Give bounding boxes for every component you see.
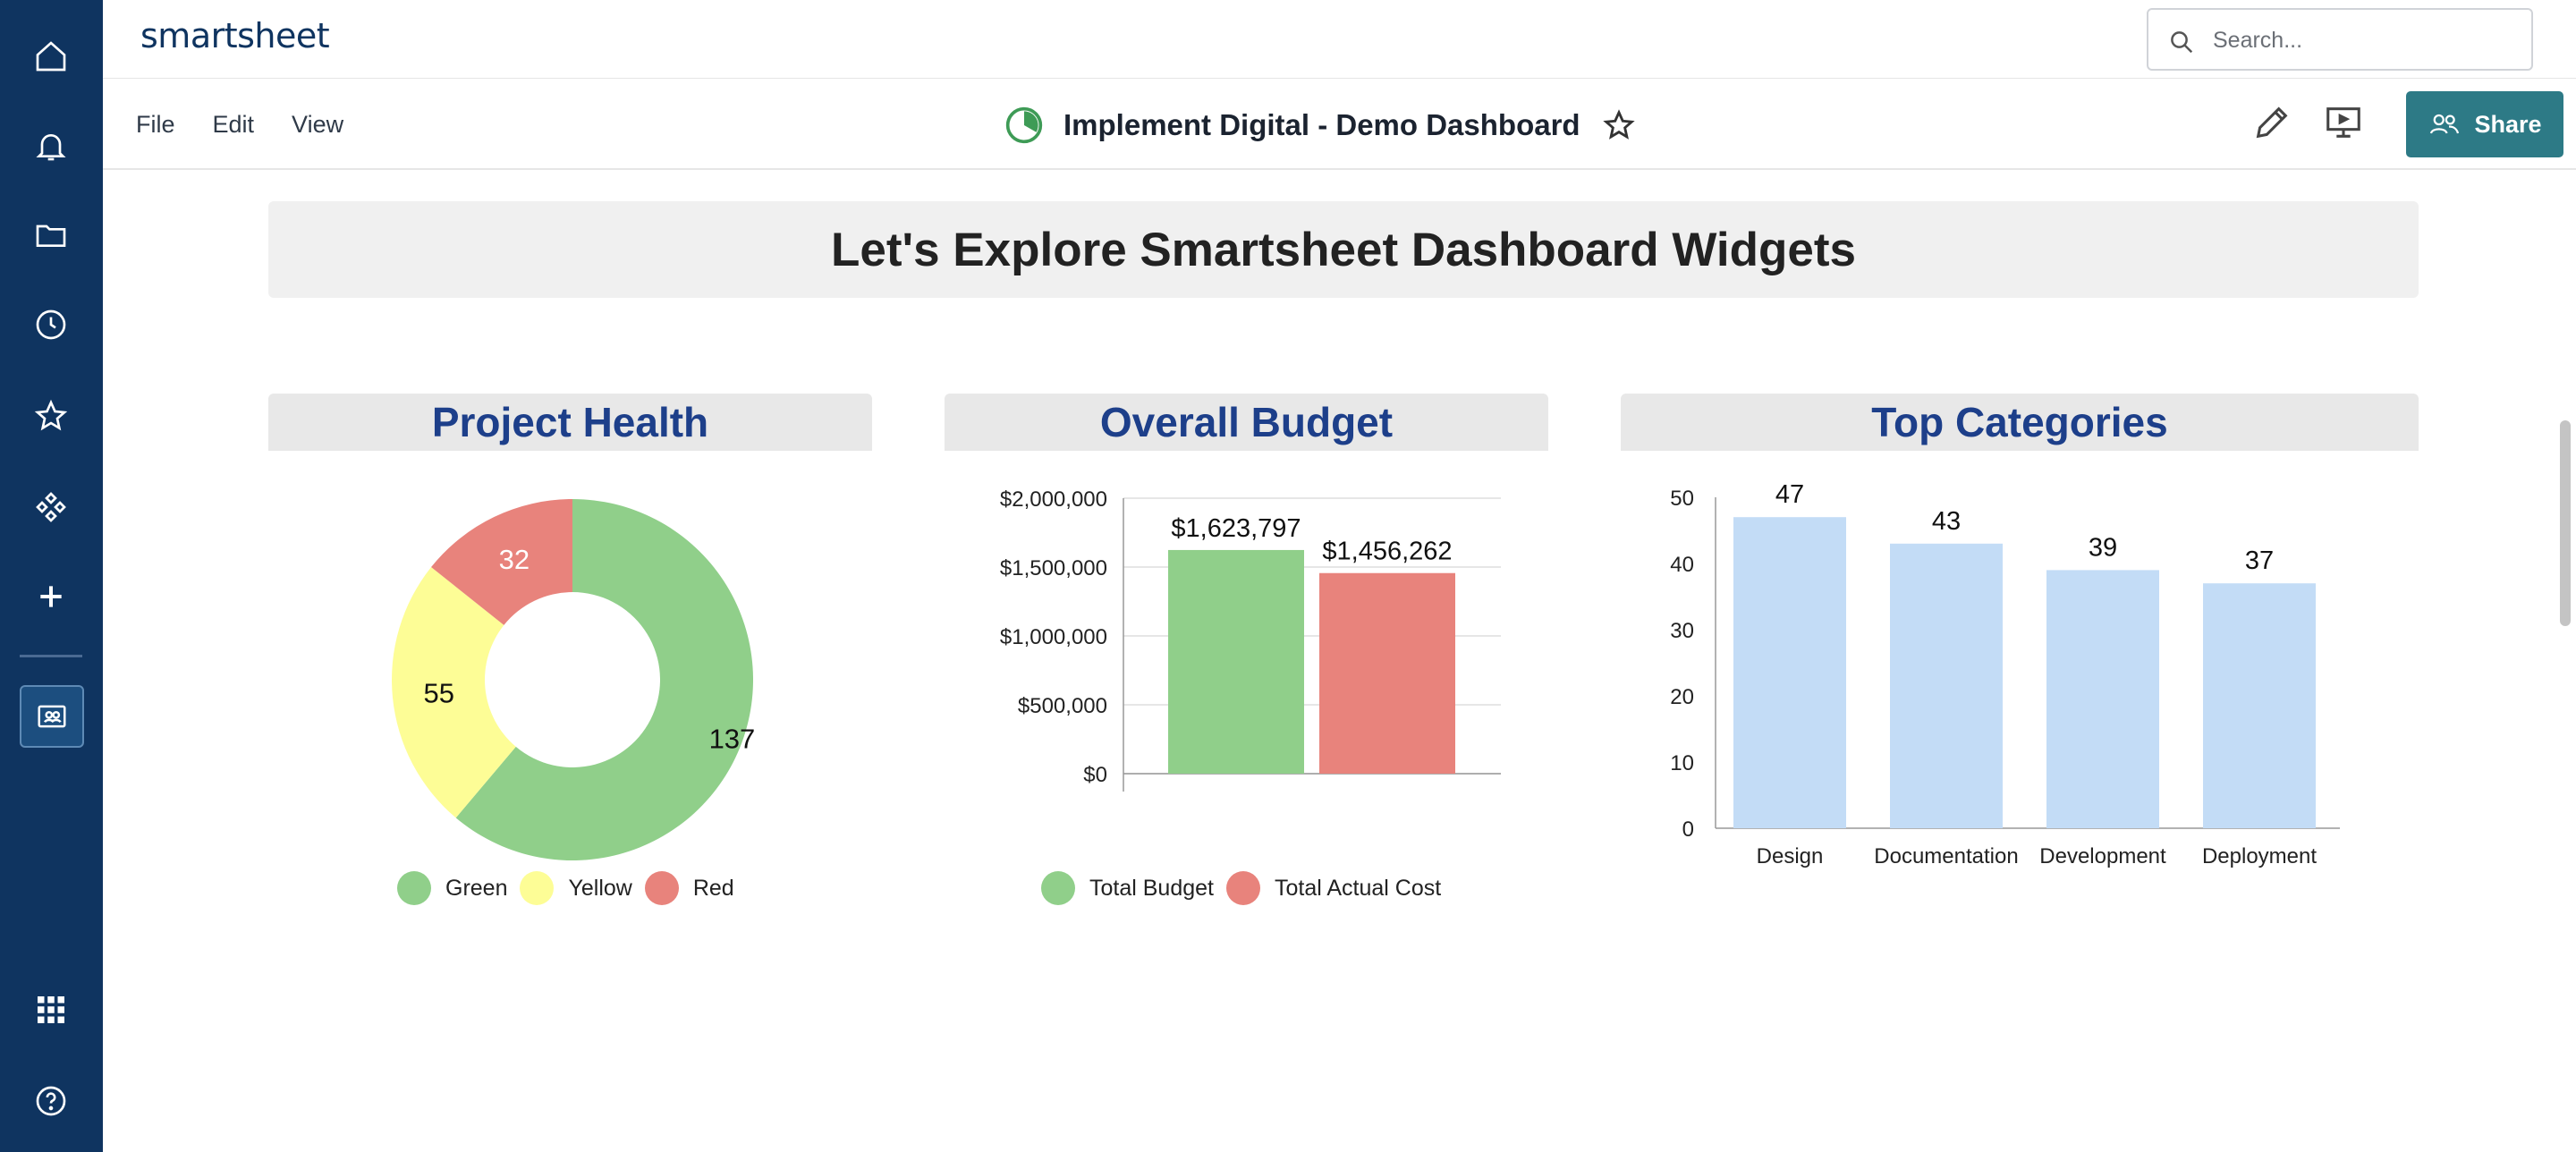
legend-label: Green: [445, 875, 508, 901]
edit-pencil-icon[interactable]: [2251, 102, 2292, 143]
menu-edit[interactable]: Edit: [212, 111, 255, 138]
y-tick-label: $1,000,000: [1000, 625, 1107, 649]
widget-project-health-header: Project Health: [268, 394, 872, 451]
legend-swatch-total-budget: [1041, 871, 1075, 905]
x-tick-label: Development: [2039, 844, 2166, 868]
y-tick-label: 40: [1670, 553, 1694, 577]
legend-swatch-red: [644, 871, 679, 905]
home-icon[interactable]: [20, 25, 82, 88]
x-tick-label: Deployment: [2202, 844, 2317, 868]
legend-item: Red: [644, 871, 734, 905]
bar-total-actual-cost: [1319, 572, 1455, 774]
legend-item: Yellow: [520, 871, 632, 905]
rail-divider: [20, 655, 82, 657]
donut-slice-yellow: [391, 567, 516, 818]
y-tick-label: 0: [1682, 817, 1694, 842]
y-tick-label: 50: [1670, 487, 1694, 511]
legend-item: Total Budget: [1041, 871, 1214, 905]
smartsheet-logo[interactable]: smartsheet: [140, 16, 330, 55]
dashboard-icon: [1005, 106, 1043, 144]
widget-top-categories-header: Top Categories: [1621, 394, 2419, 451]
y-tick-label: $0: [1083, 763, 1107, 787]
x-tick-label: Documentation: [1874, 844, 2018, 868]
help-icon[interactable]: [20, 1070, 82, 1132]
bar-value-label: $1,623,797: [1171, 514, 1301, 543]
legend-label: Yellow: [568, 875, 632, 901]
donut-data-label: 55: [423, 678, 453, 709]
project-health-donut-chart: 137 55 32: [391, 499, 756, 860]
bell-icon[interactable]: [20, 114, 82, 177]
y-tick-label: 20: [1670, 685, 1694, 709]
donut-data-label: 137: [709, 723, 756, 754]
x-tick-label: Design: [1757, 844, 1824, 868]
y-tick-label: $1,500,000: [1000, 556, 1107, 580]
legend-swatch-total-actual-cost: [1226, 871, 1260, 905]
clock-icon[interactable]: [20, 293, 82, 356]
widget-title: Project Health: [431, 399, 709, 445]
folder-icon[interactable]: [20, 204, 82, 267]
share-button[interactable]: Share: [2406, 91, 2563, 157]
plus-icon[interactable]: [20, 565, 82, 628]
grid-launcher-icon[interactable]: [20, 978, 82, 1041]
bar-value-label: 43: [1932, 507, 1961, 536]
document-title-group: Implement Digital - Demo Dashboard: [1004, 106, 1636, 145]
widget-title: Overall Budget: [1099, 399, 1394, 445]
donut-slice-red: [431, 499, 572, 625]
legend-label: Total Actual Cost: [1275, 875, 1442, 901]
overall-budget-legend: Total Budget Total Actual Cost: [1041, 871, 1453, 905]
bar-value-label: $1,456,262: [1322, 538, 1452, 566]
y-tick-label: $500,000: [1018, 694, 1107, 718]
donut-data-label: 32: [499, 544, 530, 575]
dashboard-banner: Let's Explore Smartsheet Dashboard Widge…: [268, 201, 2419, 298]
y-tick-label: $2,000,000: [1000, 487, 1107, 512]
bar-value-label: 37: [2245, 546, 2274, 575]
apps-solutions-icon[interactable]: [20, 476, 82, 538]
bar-value-label: 47: [1775, 480, 1804, 509]
presentation-icon[interactable]: [2323, 102, 2364, 143]
widget-title: Top Categories: [1871, 399, 2168, 445]
favorite-star-icon[interactable]: [1602, 108, 1636, 142]
legend-label: Total Budget: [1089, 875, 1214, 901]
legend-item: Green: [397, 871, 507, 905]
menu-view[interactable]: View: [292, 111, 344, 138]
star-icon[interactable]: [20, 385, 82, 447]
bar-value-label: 39: [2089, 533, 2117, 562]
bar-total-budget: [1168, 549, 1304, 774]
bar-development: [2046, 570, 2159, 828]
bar-deployment: [2203, 583, 2316, 828]
menu-bar: File Edit View: [136, 111, 381, 139]
overall-budget-bar-chart: $0 $500,000 $1,000,000 $1,500,000 $2,000,000…: [1000, 487, 1501, 792]
search-icon: [2171, 31, 2193, 54]
top-categories-bar-chart: 0 10 20 30 40 50 47 Design 43 Documentation 39 Deve…: [1670, 480, 2340, 868]
users-icon: [2430, 114, 2460, 134]
bar-design: [1733, 517, 1846, 828]
document-toolbar: File Edit View Implement Digital - Demo …: [103, 79, 2576, 170]
left-navigation-rail: [0, 0, 103, 1152]
vertical-scrollbar[interactable]: [2560, 420, 2571, 626]
legend-label: Red: [692, 875, 734, 901]
banner-title: Let's Explore Smartsheet Dashboard Widge…: [830, 223, 1857, 276]
legend-swatch-yellow: [520, 871, 555, 905]
project-health-legend: Green Yellow Red: [397, 871, 747, 905]
document-title: Implement Digital - Demo Dashboard: [1063, 108, 1580, 141]
search-input[interactable]: [2213, 22, 2508, 58]
top-bar: smartsheet: [103, 0, 2576, 79]
legend-swatch-green: [397, 871, 431, 905]
legend-item: Total Actual Cost: [1226, 871, 1441, 905]
share-button-label: Share: [2474, 110, 2542, 138]
workspace-icon[interactable]: [20, 685, 84, 748]
search-box[interactable]: [2147, 8, 2533, 71]
widget-overall-budget-header: Overall Budget: [945, 394, 1548, 451]
y-tick-label: 30: [1670, 619, 1694, 643]
donut-slice-green: [455, 499, 753, 860]
menu-file[interactable]: File: [136, 111, 175, 138]
bar-documentation: [1890, 543, 2003, 828]
y-tick-label: 10: [1670, 751, 1694, 775]
